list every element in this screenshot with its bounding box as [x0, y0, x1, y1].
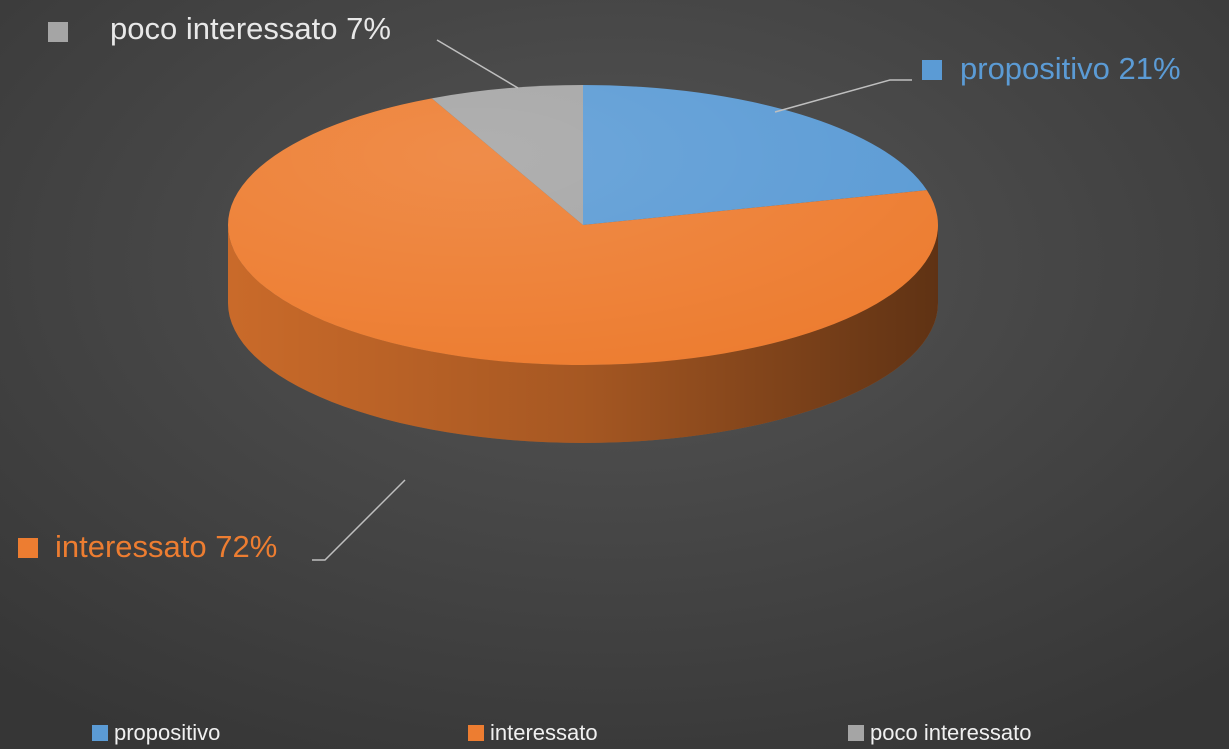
- legend-swatch: [468, 725, 484, 741]
- data-label: interessato 72%: [55, 529, 277, 564]
- legend-swatch: [848, 725, 864, 741]
- leader-line: [436, 39, 519, 89]
- pie: [228, 85, 939, 443]
- leader-line: [774, 79, 912, 113]
- legend-label: poco interessato: [870, 720, 1031, 745]
- data-label: propositivo 21%: [960, 51, 1181, 86]
- legend-label: propositivo: [114, 720, 220, 745]
- top-light: [228, 85, 938, 365]
- label-swatch: [48, 22, 68, 42]
- leader-line: [312, 479, 406, 561]
- side-shade: [228, 225, 938, 443]
- data-labels: propositivo 21% interessato 72% poco inter…: [18, 11, 1181, 564]
- legend: propositivo interessato poco interessato: [92, 720, 1031, 745]
- label-swatch: [18, 538, 38, 558]
- legend-label: interessato: [490, 720, 598, 745]
- legend-swatch: [92, 725, 108, 741]
- label-swatch: [922, 60, 942, 80]
- data-label: poco interessato 7%: [110, 11, 391, 46]
